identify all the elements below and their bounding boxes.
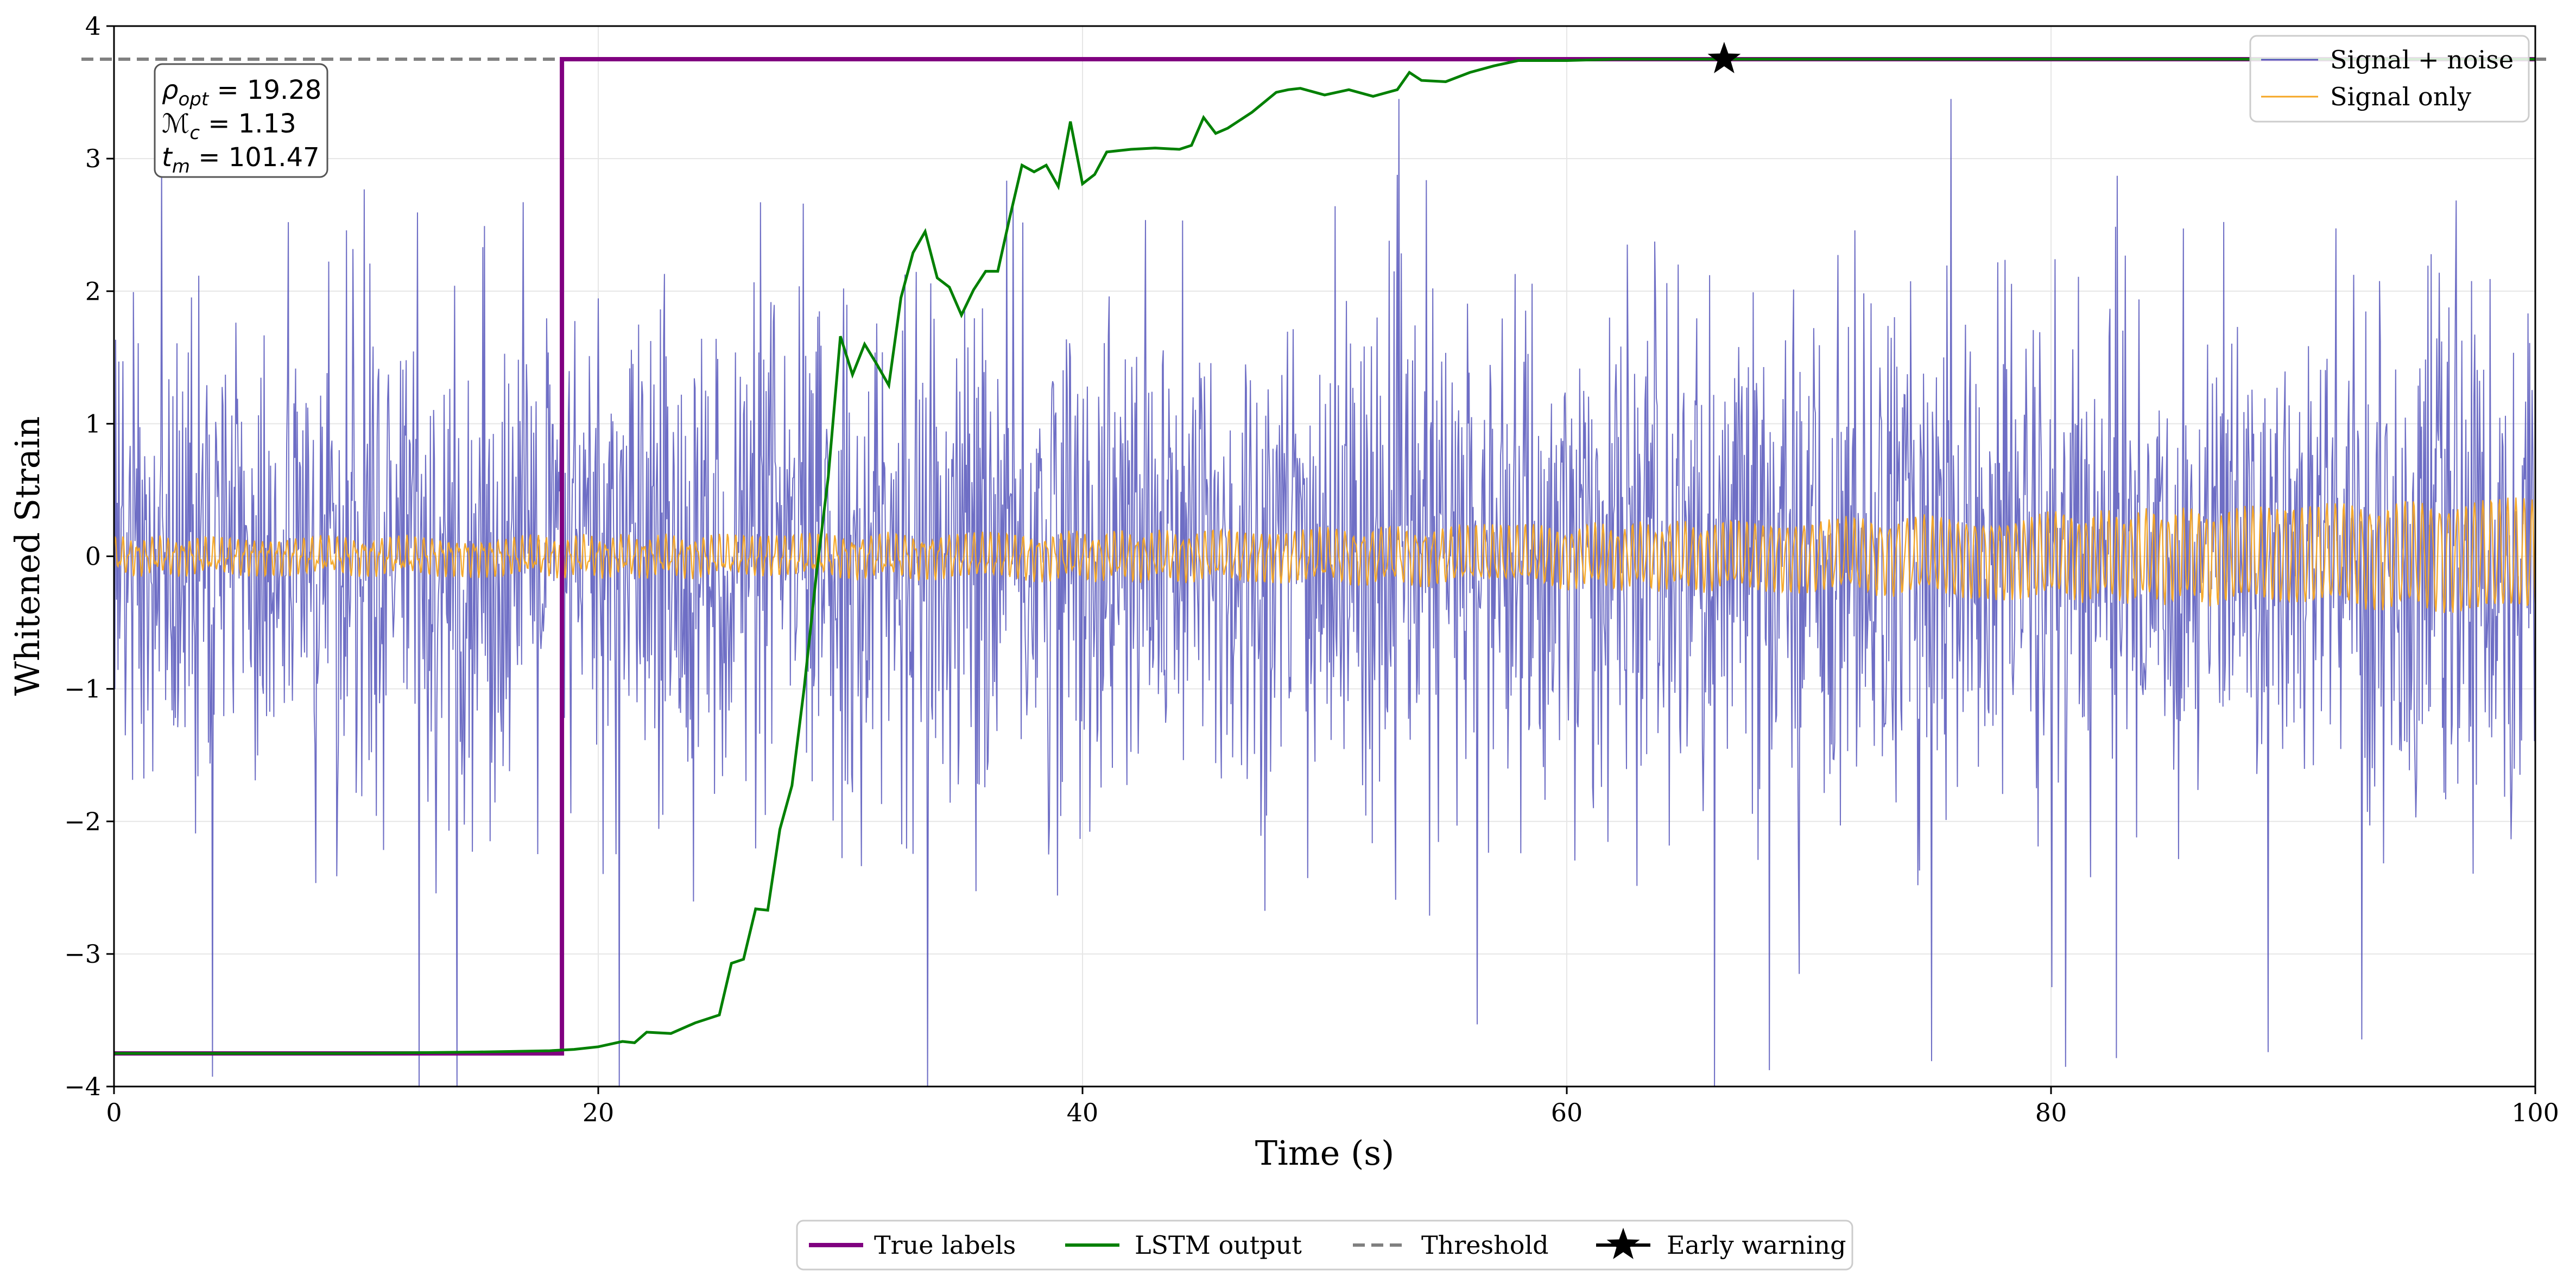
x-axis-label: Time (s) bbox=[1255, 1133, 1395, 1173]
signal-only-series bbox=[114, 497, 2535, 614]
early-warning-star-icon bbox=[1707, 42, 1741, 73]
annotation-chirp-mass: ℳc = 1.13 bbox=[162, 109, 296, 144]
legend-true-labels-label: True labels bbox=[874, 1230, 1016, 1260]
y-tick-label: 4 bbox=[85, 11, 101, 41]
x-tick-label: 60 bbox=[1551, 1098, 1583, 1127]
legend-upper-right-box bbox=[2249, 35, 2530, 123]
legend-threshold-label: Threshold bbox=[1421, 1230, 1549, 1260]
signal-noise-series bbox=[114, 99, 2535, 1087]
legend-signal-label: Signal only bbox=[2330, 82, 2471, 111]
parameter-annotation: ρopt = 19.28 ℳc = 1.13 tm = 101.47 bbox=[154, 63, 328, 178]
lstm-output-line bbox=[114, 58, 2535, 1055]
plot-area bbox=[81, 25, 2546, 1088]
y-tick-label: 1 bbox=[85, 409, 101, 438]
x-tick-label: 0 bbox=[106, 1098, 122, 1127]
y-tick-label: 2 bbox=[85, 276, 101, 306]
x-axis-ticks: 0 20 40 60 80 100 bbox=[106, 1087, 2559, 1127]
signal-only-line bbox=[114, 497, 2535, 614]
annotation-merger-time: tm = 101.47 bbox=[162, 142, 320, 178]
y-tick-label: −4 bbox=[64, 1072, 101, 1101]
early-warning-marker bbox=[1707, 42, 1741, 73]
legend-upper-right: Signal + noise Signal only bbox=[2249, 35, 2530, 123]
y-axis-label: Whitened Strain bbox=[8, 416, 47, 696]
y-tick-label: −2 bbox=[64, 807, 101, 836]
x-tick-label: 20 bbox=[583, 1098, 615, 1127]
legend-lstm-label: LSTM output bbox=[1135, 1230, 1302, 1260]
x-tick-label: 100 bbox=[2511, 1098, 2559, 1127]
annotation-rho: ρopt = 19.28 bbox=[162, 75, 321, 110]
y-tick-label: 0 bbox=[85, 542, 101, 571]
x-tick-label: 40 bbox=[1067, 1098, 1099, 1127]
legend-noise-label: Signal + noise bbox=[2330, 45, 2514, 74]
legend-bottom: True labels LSTM output Threshold Early … bbox=[796, 1220, 1853, 1271]
annotation-box bbox=[154, 63, 328, 178]
legend-bottom-box bbox=[796, 1220, 1853, 1271]
lstm-output-series bbox=[114, 58, 2535, 1055]
y-tick-label: −1 bbox=[64, 674, 101, 704]
y-tick-label: −3 bbox=[64, 939, 101, 969]
legend-early-warning-star-icon bbox=[1606, 1228, 1640, 1259]
x-tick-label: 80 bbox=[2035, 1098, 2067, 1127]
y-tick-label: 3 bbox=[85, 144, 101, 173]
signal-noise-line bbox=[114, 99, 2535, 1087]
y-axis-ticks: −4 −3 −2 −1 0 1 2 3 4 bbox=[64, 11, 114, 1101]
legend-early-warning-label: Early warning bbox=[1667, 1230, 1846, 1260]
